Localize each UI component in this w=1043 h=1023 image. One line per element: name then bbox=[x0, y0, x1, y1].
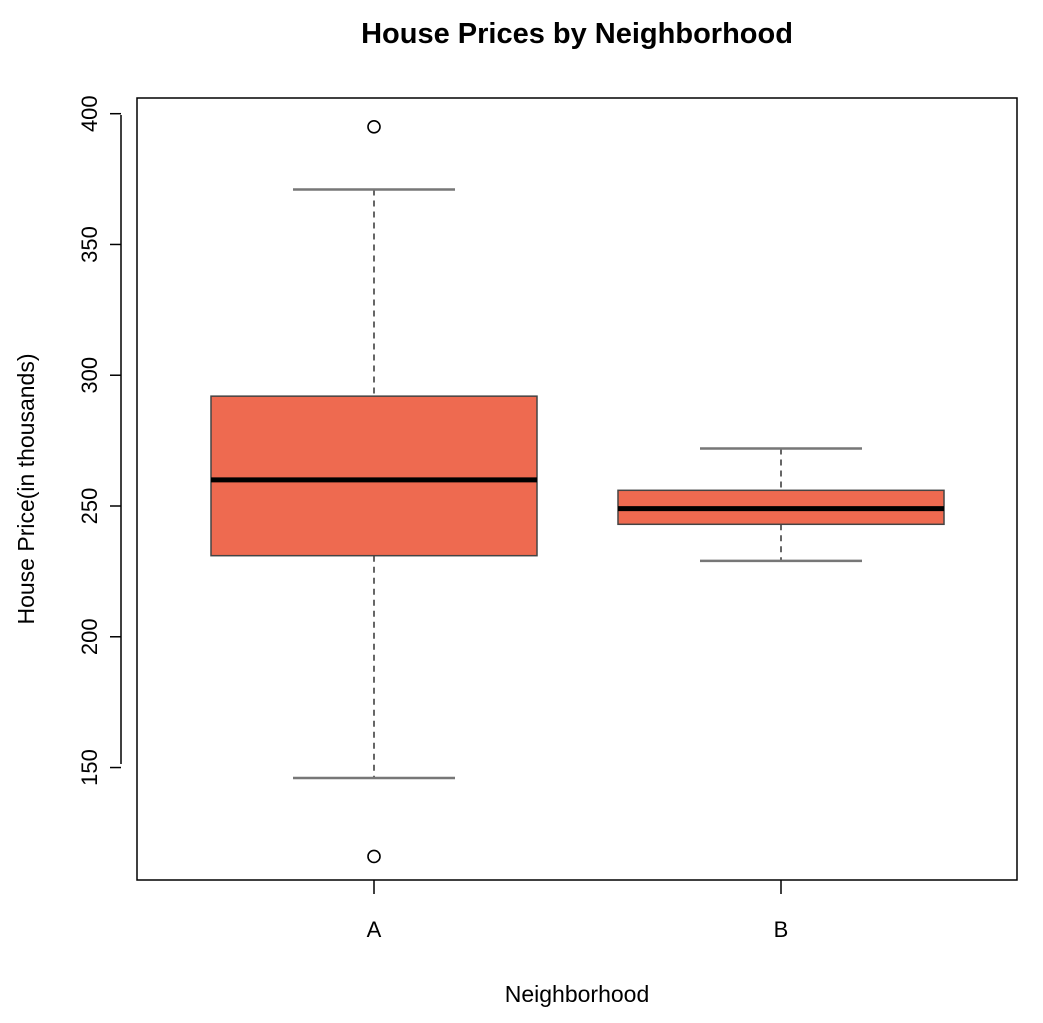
box-A bbox=[210, 119, 538, 864]
x-tick-label: B bbox=[774, 917, 789, 942]
x-axis-title: Neighborhood bbox=[505, 981, 650, 1007]
box-B bbox=[617, 447, 945, 563]
iqr-box bbox=[210, 395, 538, 557]
y-axis-title: House Price(in thousands) bbox=[13, 353, 39, 624]
box-group bbox=[210, 119, 945, 864]
y-tick-label: 150 bbox=[77, 749, 102, 786]
y-tick-label: 200 bbox=[77, 618, 102, 655]
chart-title: House Prices by Neighborhood bbox=[361, 18, 793, 50]
x-tick-label: A bbox=[367, 917, 382, 942]
y-tick-label: 350 bbox=[77, 226, 102, 263]
y-axis-ticks: 150 200 250 300 350 400 bbox=[77, 95, 121, 786]
y-tick-label: 400 bbox=[77, 95, 102, 132]
outlier-point bbox=[367, 849, 381, 864]
y-tick-label: 250 bbox=[77, 488, 102, 525]
y-tick-label: 300 bbox=[77, 357, 102, 394]
plot-frame bbox=[136, 97, 1018, 881]
outlier-point bbox=[367, 119, 381, 134]
